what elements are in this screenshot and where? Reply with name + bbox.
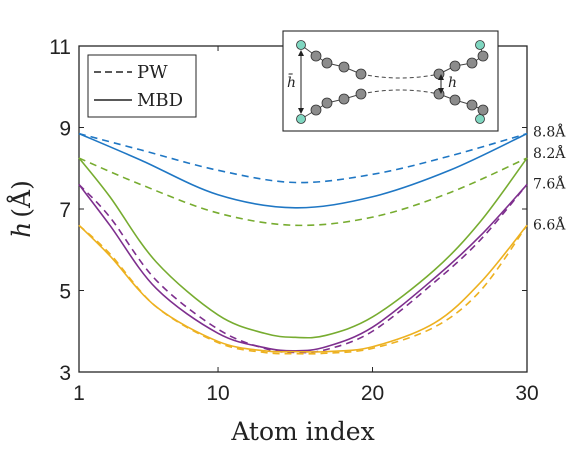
inset-atom [338, 61, 350, 73]
series-88-pw-line [78, 132, 528, 184]
inset-atom [321, 97, 333, 109]
inset-arrowhead [298, 108, 304, 114]
legend: PW MBD [87, 54, 197, 118]
inset-atom [477, 104, 489, 116]
series-end-label: 6.6Å [533, 215, 566, 233]
x-axis-label: Atom index [230, 417, 374, 446]
inset-box [282, 30, 499, 132]
inset-atom [466, 57, 478, 69]
y-tick-label: 11 [49, 36, 71, 59]
inset-label-h-bar: h̄ [287, 73, 296, 91]
inset-atom-end [296, 40, 306, 50]
inset-atom [310, 50, 322, 62]
series-end-label: 8.2Å [533, 144, 566, 162]
inset-arrowhead [438, 74, 444, 80]
inset-atom [310, 104, 322, 116]
inset-atom [449, 60, 461, 72]
legend-box [87, 54, 197, 118]
legend-mbd-label: MBD [137, 90, 183, 111]
inset-label-h: h [448, 75, 457, 91]
end-labels-group: 8.8Å 8.2Å 7.6Å 6.6Å [533, 123, 566, 234]
inset-atom [338, 93, 350, 105]
x-tick-label: 20 [361, 382, 384, 405]
series-end-label: 7.6Å [533, 175, 566, 193]
x-tick-label: 10 [206, 382, 229, 405]
inset-atom [477, 50, 489, 62]
y-axis-symbol: h [7, 222, 36, 238]
inset-diagram: h̄ h [282, 30, 499, 132]
inset-atom [449, 94, 461, 106]
y-axis-unit: (Å) [6, 180, 36, 218]
series-82-pw-line [78, 157, 528, 227]
ticks-group: 1 10 20 30 3 5 7 9 11 [49, 36, 538, 405]
series-66-mbd-line [78, 224, 528, 353]
y-axis-label: h (Å) [6, 180, 36, 238]
legend-pw-label: PW [137, 62, 168, 83]
series-group [78, 132, 528, 355]
x-tick-label: 1 [73, 382, 85, 405]
y-tick-label: 3 [59, 362, 71, 385]
series-76-mbd-line [78, 184, 528, 352]
inset-atom-end [475, 40, 485, 50]
inset-arrowhead [298, 50, 304, 56]
inset-top-chain-middle [360, 73, 440, 79]
inset-atom-end [296, 114, 306, 124]
series-82-mbd-line [78, 157, 528, 339]
series-88-mbd-line [78, 132, 528, 209]
y-tick-label: 9 [59, 118, 71, 141]
inset-atom [466, 99, 478, 111]
inset-atom [321, 57, 333, 69]
y-tick-label: 5 [59, 281, 71, 304]
svg-text:h(Å): h (Å) [6, 180, 36, 238]
x-tick-label: 30 [515, 382, 538, 405]
inset-atom [355, 88, 367, 100]
series-end-label: 8.8Å [533, 123, 566, 141]
y-tick-label: 7 [59, 199, 71, 222]
series-76-pw-line [78, 183, 528, 354]
inset-atom-end [475, 114, 485, 124]
inset-bottom-chain-middle [360, 89, 440, 95]
inset-arrowhead [438, 88, 444, 94]
inset-atom [355, 68, 367, 80]
